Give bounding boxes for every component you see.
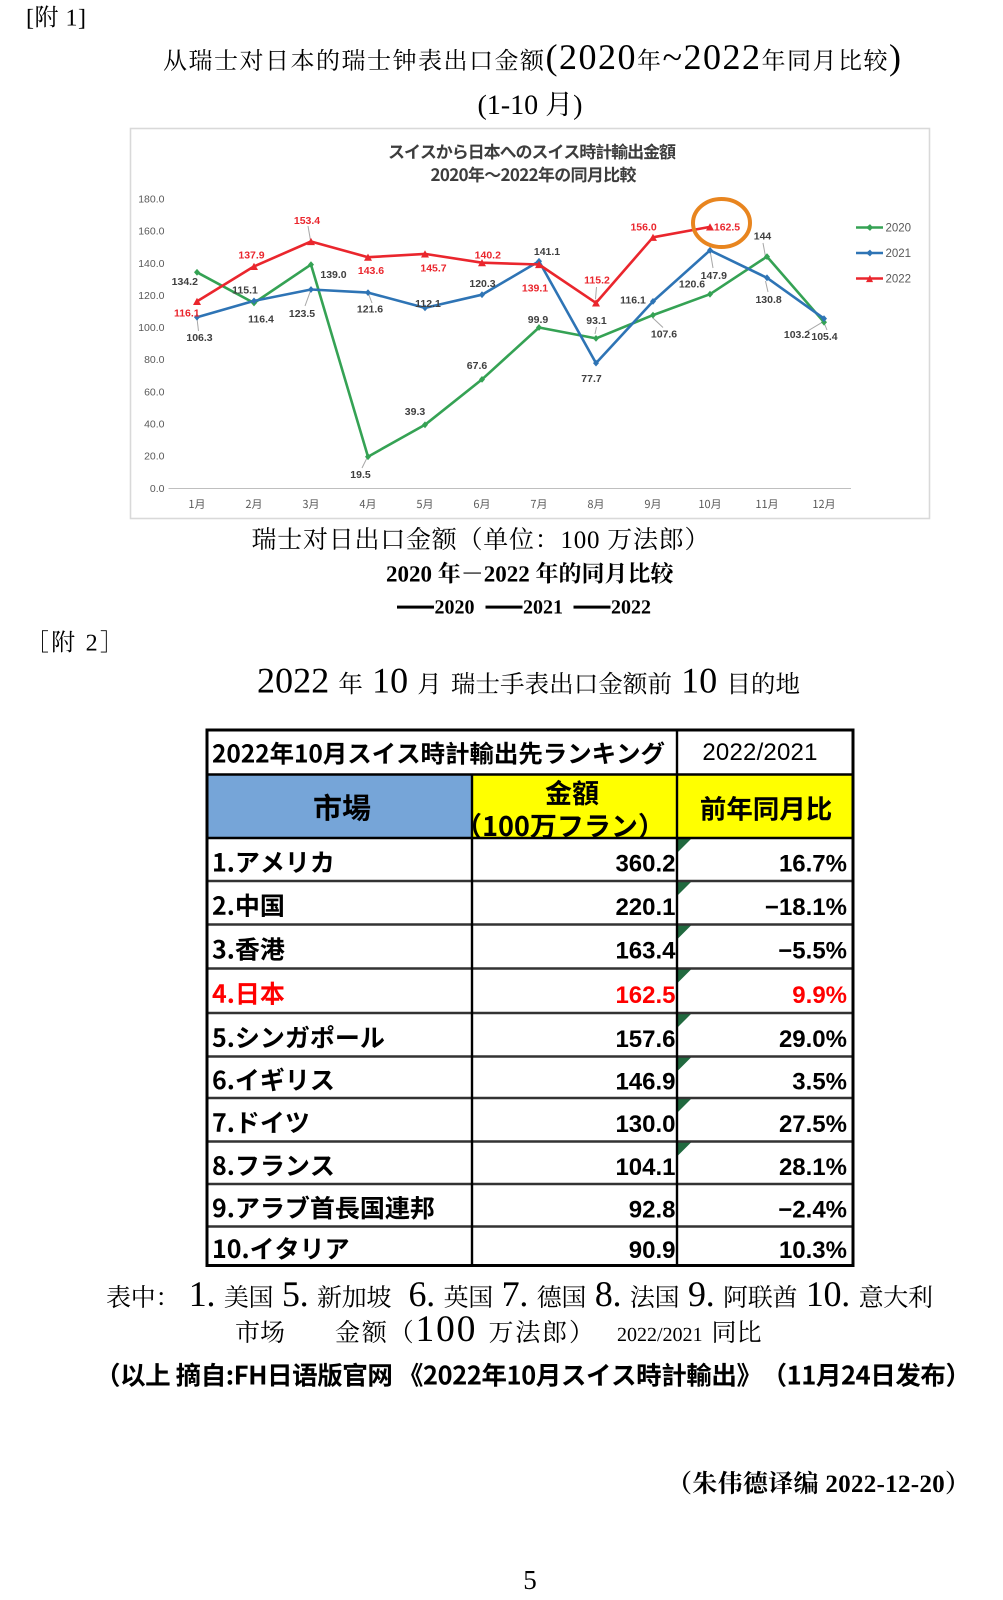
svg-text:−2.4%: −2.4% (778, 1196, 847, 1223)
svg-text:220.1: 220.1 (615, 894, 675, 921)
svg-text:112.1: 112.1 (415, 298, 441, 310)
svg-text:5: 5 (523, 1565, 537, 1595)
svg-text:144: 144 (754, 231, 772, 243)
svg-text:107.6: 107.6 (651, 329, 677, 341)
svg-text:162.5: 162.5 (714, 222, 740, 234)
svg-text:80.0: 80.0 (144, 354, 165, 366)
svg-text:123.5: 123.5 (289, 308, 315, 320)
svg-text:67.6: 67.6 (467, 360, 488, 372)
svg-text:130.0: 130.0 (615, 1111, 675, 1138)
svg-text:120.6: 120.6 (679, 279, 705, 291)
svg-text:60.0: 60.0 (144, 386, 165, 398)
svg-text:116.1: 116.1 (174, 308, 200, 320)
svg-text:−5.5%: −5.5% (778, 938, 847, 965)
svg-text:77.7: 77.7 (581, 373, 602, 385)
svg-text:139.0: 139.0 (320, 269, 346, 281)
svg-text:134.2: 134.2 (172, 276, 198, 288)
svg-text:39.3: 39.3 (405, 406, 426, 418)
svg-text:130.8: 130.8 (755, 294, 781, 306)
svg-text:105.4: 105.4 (811, 331, 837, 343)
svg-text:146.9: 146.9 (615, 1068, 675, 1095)
svg-text:20.0: 20.0 (144, 451, 165, 463)
svg-text:40.0: 40.0 (144, 419, 165, 431)
svg-text:100.0: 100.0 (138, 322, 164, 334)
svg-text:115.2: 115.2 (584, 275, 610, 287)
svg-text:140.2: 140.2 (475, 249, 501, 261)
svg-text:2021: 2021 (886, 248, 912, 260)
svg-text:2020: 2020 (886, 223, 912, 235)
svg-text:103.2: 103.2 (784, 329, 810, 341)
svg-text:10.3%: 10.3% (779, 1237, 847, 1264)
svg-text:163.4: 163.4 (615, 938, 676, 965)
svg-text:153.4: 153.4 (294, 215, 320, 227)
svg-text:145.7: 145.7 (420, 263, 446, 275)
svg-text:180.0: 180.0 (138, 194, 164, 206)
svg-text:162.5: 162.5 (615, 982, 675, 1009)
svg-text:2022/2021: 2022/2021 (702, 739, 817, 766)
svg-text:143.6: 143.6 (358, 265, 384, 277)
svg-text:137.9: 137.9 (238, 250, 264, 262)
svg-text:160.0: 160.0 (138, 226, 164, 238)
svg-text:156.0: 156.0 (630, 222, 656, 234)
svg-text:3.5%: 3.5% (792, 1068, 847, 1095)
svg-text:120.0: 120.0 (138, 290, 164, 302)
svg-text:147.9: 147.9 (701, 270, 727, 282)
svg-text:106.3: 106.3 (186, 332, 212, 344)
svg-text:2022: 2022 (886, 274, 912, 286)
svg-text:9.9%: 9.9% (792, 982, 847, 1009)
svg-text:−18.1%: −18.1% (765, 894, 847, 921)
svg-text:19.5: 19.5 (350, 469, 371, 481)
svg-text:104.1: 104.1 (615, 1154, 675, 1181)
svg-text:139.1: 139.1 (522, 283, 548, 295)
svg-text:0.0: 0.0 (150, 483, 165, 495)
svg-text:16.7%: 16.7% (779, 851, 847, 878)
svg-text:29.0%: 29.0% (779, 1026, 847, 1053)
svg-text:99.9: 99.9 (528, 314, 549, 326)
svg-text:27.5%: 27.5% (779, 1111, 847, 1138)
svg-text:157.6: 157.6 (615, 1026, 675, 1053)
svg-text:121.6: 121.6 (357, 304, 383, 316)
svg-text:92.8: 92.8 (629, 1196, 676, 1223)
svg-text:120.3: 120.3 (469, 278, 495, 290)
svg-text:115.1: 115.1 (232, 285, 258, 297)
svg-text:28.1%: 28.1% (779, 1154, 847, 1181)
svg-text:116.4: 116.4 (248, 314, 274, 326)
svg-text:140.0: 140.0 (138, 258, 164, 270)
svg-text:90.9: 90.9 (629, 1237, 676, 1264)
svg-text:360.2: 360.2 (615, 851, 675, 878)
svg-text:116.1: 116.1 (620, 295, 646, 307)
svg-text:141.1: 141.1 (534, 246, 560, 258)
svg-text:93.1: 93.1 (586, 315, 607, 327)
